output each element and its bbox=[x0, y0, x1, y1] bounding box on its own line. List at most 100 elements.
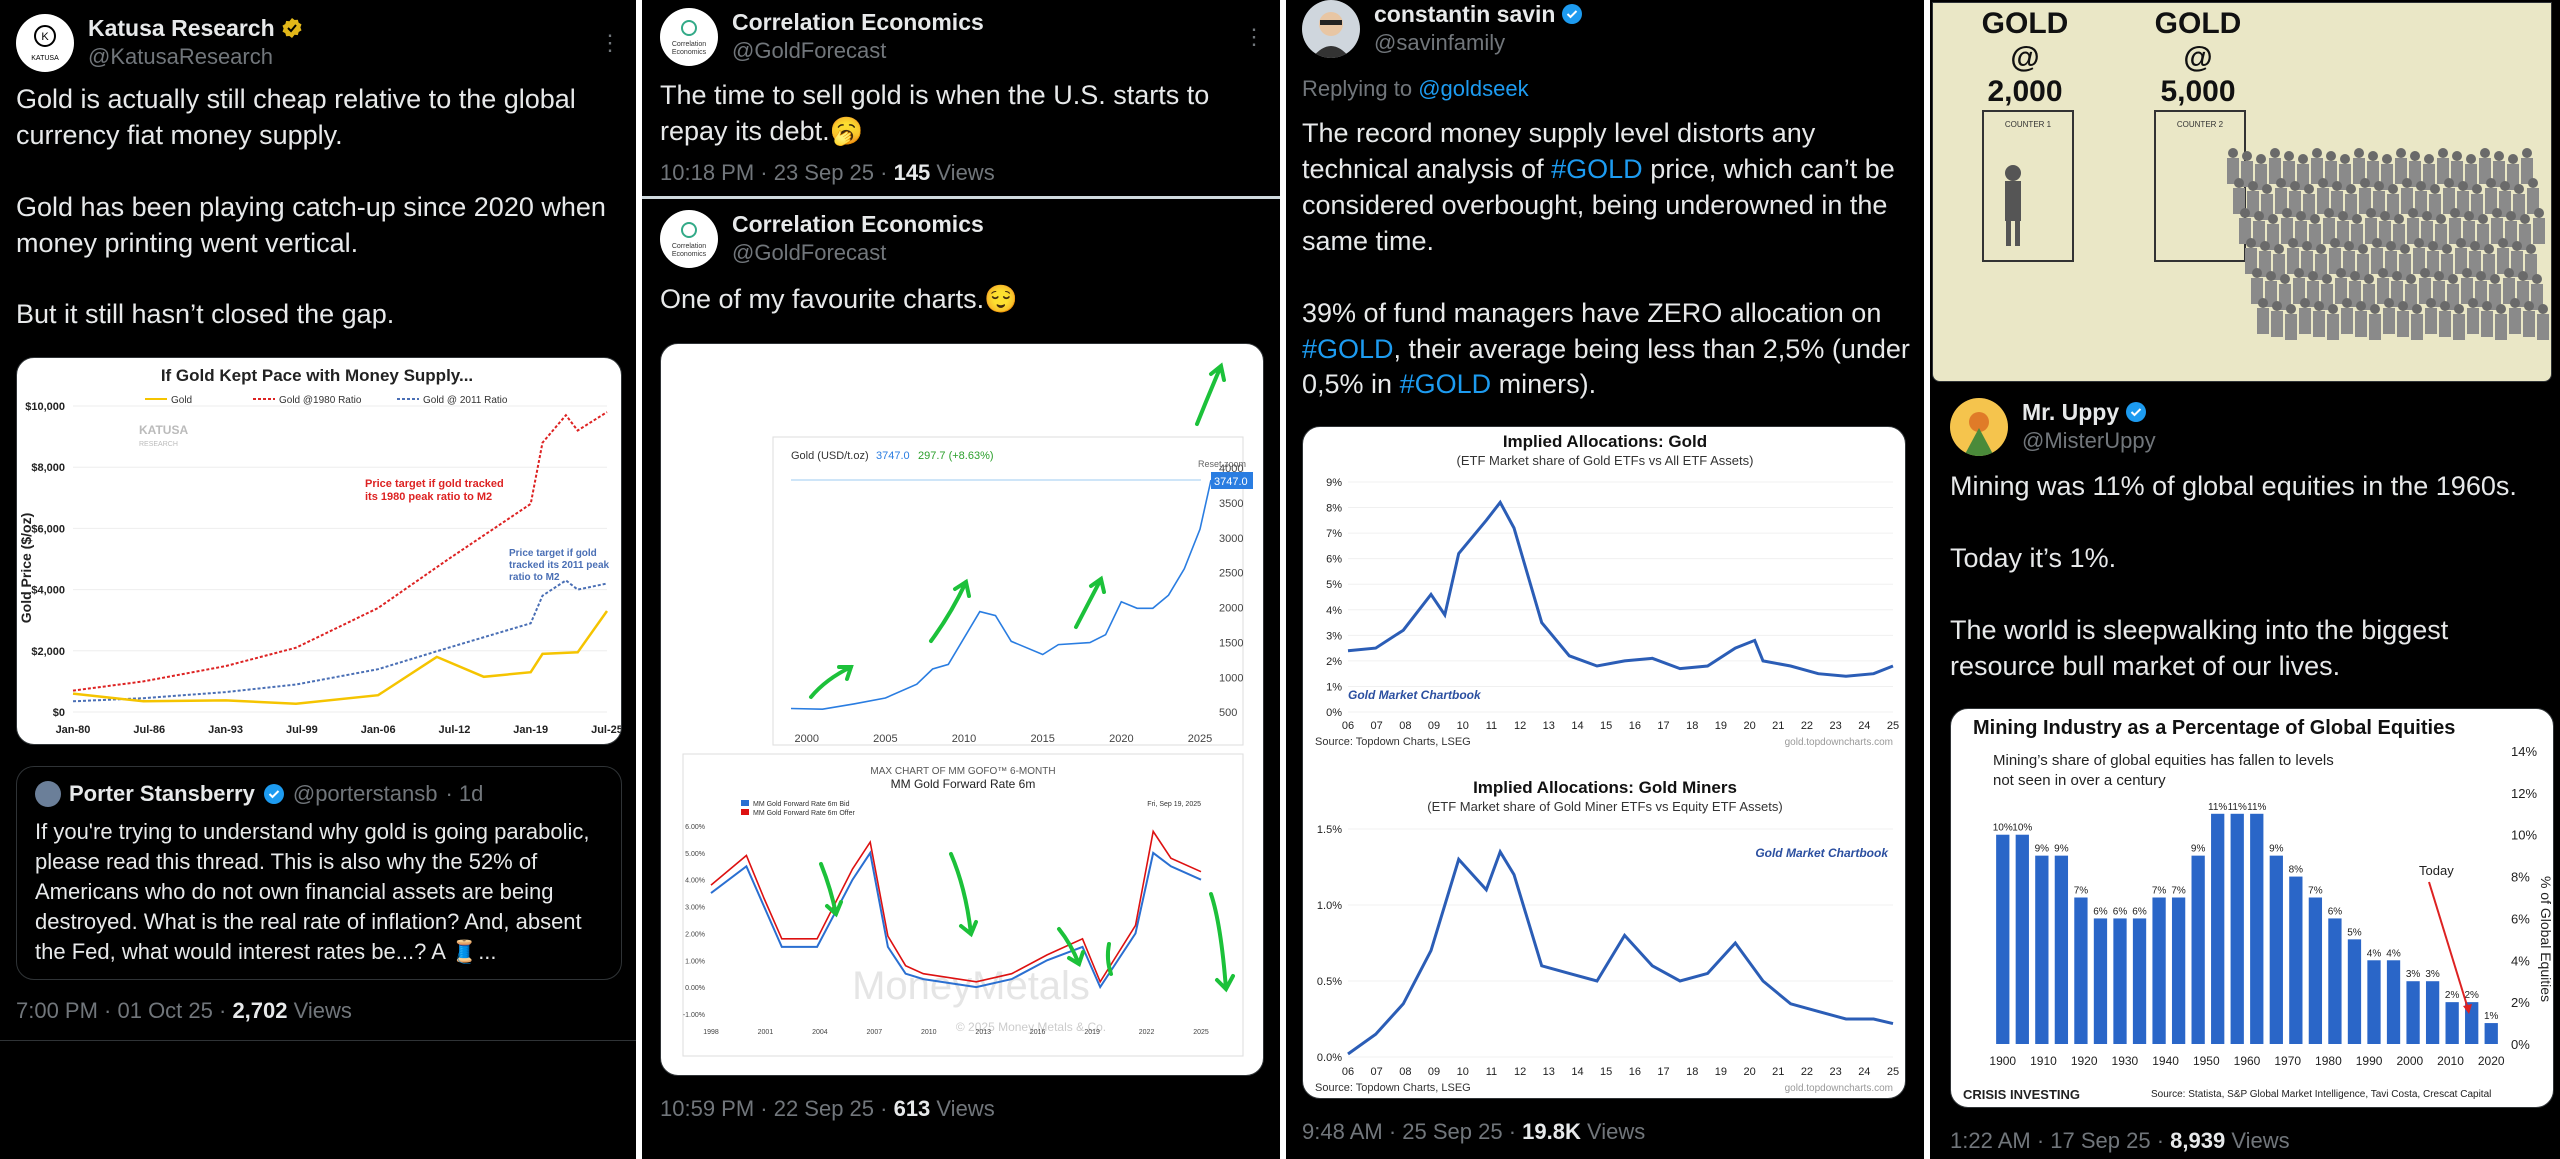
tweet-timestamp[interactable]: 9:48 AM · 25 Sep 25 · bbox=[1302, 1119, 1523, 1144]
quote-author-name[interactable]: Porter Stansberry bbox=[69, 781, 255, 806]
crowd-body bbox=[2427, 251, 2439, 277]
crowd-head bbox=[2396, 148, 2406, 158]
x-tick-label: 16 bbox=[1629, 1066, 1641, 1078]
crowd-body bbox=[2463, 221, 2475, 247]
crowd-body bbox=[2399, 254, 2411, 280]
author-name[interactable]: constantin savin bbox=[1374, 1, 1556, 27]
crowd-head bbox=[2506, 211, 2516, 221]
author-handle[interactable]: @MisterUppy bbox=[2022, 427, 2156, 453]
crowd-head bbox=[2372, 238, 2382, 248]
x-tick-label: 21 bbox=[1772, 1066, 1784, 1078]
x-tick-label: 1910 bbox=[2030, 1054, 2057, 1068]
views-label: Views bbox=[1580, 1119, 1646, 1144]
crowd-head bbox=[2242, 151, 2252, 161]
more-options-icon[interactable]: ⋮ bbox=[1243, 24, 1265, 49]
crowd-body bbox=[2387, 194, 2399, 220]
crowd-body bbox=[2457, 191, 2469, 217]
y-tick-label: 2000 bbox=[1219, 603, 1243, 615]
crowd-body bbox=[2241, 161, 2253, 187]
hashtag-link[interactable]: #GOLD bbox=[1551, 153, 1643, 184]
bar-data-label: 9% bbox=[2269, 844, 2284, 855]
x-tick-label: Jul-25 bbox=[591, 724, 622, 736]
hashtag-link[interactable]: #GOLD bbox=[1399, 369, 1492, 400]
bar bbox=[2425, 981, 2440, 1044]
green-arrows-bottom bbox=[819, 852, 1235, 993]
x-tick-label: 2025 bbox=[1193, 1029, 1209, 1036]
crowd-head bbox=[2496, 304, 2506, 314]
reset-zoom-button[interactable]: Reset zoom bbox=[1198, 459, 1246, 469]
cartoon-right-line3: 5,000 bbox=[2160, 75, 2235, 108]
crowd-head bbox=[2342, 298, 2352, 308]
y-tick-label: 1500 bbox=[1219, 637, 1243, 649]
x-tick-label: 20 bbox=[1743, 1066, 1755, 1078]
tweet-header: K KATUSA Katusa Research @KatusaResearch… bbox=[16, 14, 626, 72]
x-tick-label: Jan-06 bbox=[361, 724, 396, 736]
chart-gold-money-supply[interactable]: If Gold Kept Pace with Money Supply... G… bbox=[16, 357, 622, 745]
quote-author-handle[interactable]: @porterstansb bbox=[292, 781, 438, 806]
column-divider bbox=[1924, 0, 1930, 1159]
quote-avatar[interactable] bbox=[35, 781, 61, 807]
hashtag-link[interactable]: #GOLD bbox=[1302, 333, 1394, 364]
svg-text:K: K bbox=[41, 31, 49, 43]
tweet-timestamp[interactable]: 10:59 PM · 22 Sep 25 · bbox=[660, 1096, 894, 1121]
crowd-body bbox=[2381, 164, 2393, 190]
bar bbox=[2054, 855, 2069, 1044]
x-tick-label: 1960 bbox=[2234, 1054, 2261, 1068]
cartoon-gold-counters[interactable]: GOLD @ 2,000 GOLD @ 5,000 COUNTER 1 COUN… bbox=[1932, 2, 2552, 382]
y-tick-label: 7% bbox=[1326, 528, 1342, 540]
chart-gold-and-gofo[interactable]: Gold (USD/t.oz) 3747.0 297.7 (+8.63%) Re… bbox=[660, 343, 1264, 1076]
crowd-head bbox=[2298, 154, 2308, 164]
y-tick-label: 1.0% bbox=[1317, 900, 1342, 912]
tweet-timestamp[interactable]: 1:22 AM · 17 Sep 25 · bbox=[1950, 1128, 2171, 1153]
avatar[interactable]: K KATUSA bbox=[16, 14, 74, 72]
y-tick-label: 2% bbox=[2511, 995, 2530, 1010]
chart-implied-allocations[interactable]: Implied Allocations: Gold (ETF Market sh… bbox=[1302, 426, 1906, 1099]
crowd-head bbox=[2420, 268, 2430, 278]
text-part: The record money supply level distorts a… bbox=[1302, 118, 1816, 184]
tweet-header: constantin savin @savinfamily bbox=[1302, 0, 1912, 58]
tweet-meta: 1:22 AM · 17 Sep 25 · 8,939 Views bbox=[1950, 1128, 2290, 1154]
y-tick-label: 0.0% bbox=[1317, 1052, 1342, 1064]
bar bbox=[2269, 855, 2283, 1044]
more-options-icon[interactable]: ⋮ bbox=[599, 30, 621, 55]
tweet-timestamp[interactable]: 7:00 PM · 01 Oct 25 · bbox=[16, 998, 233, 1023]
avatar[interactable]: Correlation Economics bbox=[660, 8, 718, 66]
cartoon-right-line1: GOLD bbox=[2155, 7, 2242, 40]
tweet-timestamp[interactable]: 10:18 PM · 23 Sep 25 · bbox=[660, 160, 894, 185]
crowd-body bbox=[2317, 188, 2329, 214]
author-handle[interactable]: @KatusaResearch bbox=[88, 43, 273, 69]
author-handle[interactable]: @GoldForecast bbox=[732, 37, 887, 63]
y-tick-label: 0.00% bbox=[685, 985, 705, 992]
author-name[interactable]: Katusa Research bbox=[88, 15, 275, 41]
chart-svg: If Gold Kept Pace with Money Supply... G… bbox=[18, 366, 622, 736]
crowd-head bbox=[2476, 271, 2486, 281]
x-tick-label: 11 bbox=[1486, 720, 1497, 732]
chart-mining-share[interactable]: Mining Industry as a Percentage of Globa… bbox=[1950, 708, 2554, 1108]
author-handle[interactable]: @GoldForecast bbox=[732, 239, 887, 265]
crowd-body bbox=[2483, 254, 2495, 280]
avatar[interactable]: Correlation Economics bbox=[660, 210, 718, 268]
column-divider bbox=[636, 0, 642, 1159]
quote-tweet[interactable]: Porter Stansberry @porterstansb · 1d If … bbox=[16, 766, 622, 980]
author-name[interactable]: Correlation Economics bbox=[732, 211, 984, 237]
crowd-body bbox=[2435, 224, 2447, 250]
author-name[interactable]: Mr. Uppy bbox=[2022, 399, 2120, 425]
bar bbox=[2328, 918, 2342, 1044]
avatar[interactable] bbox=[1950, 398, 2008, 456]
tweet-text: Mining was 11% of global equities in the… bbox=[1950, 471, 2517, 681]
crowd-body bbox=[2265, 281, 2277, 307]
bar-data-label: 7% bbox=[2171, 886, 2186, 897]
legend-gold-1980: Gold @1980 Ratio bbox=[279, 395, 362, 406]
series-allocation bbox=[1347, 848, 1894, 1056]
watermark-katusa: KATUSA bbox=[139, 423, 188, 437]
crowd-head bbox=[2316, 244, 2326, 254]
crowd-body bbox=[2301, 251, 2313, 277]
author-handle[interactable]: @savinfamily bbox=[1374, 29, 1506, 55]
counter-1-booth bbox=[1982, 110, 2074, 262]
author-name[interactable]: Correlation Economics bbox=[732, 9, 984, 35]
chart-svg: Mining Industry as a Percentage of Globa… bbox=[1963, 717, 2553, 1102]
replying-to-link[interactable]: @goldseek bbox=[1418, 76, 1529, 101]
tweet-text: The record money supply level distorts a… bbox=[1302, 116, 1912, 403]
avatar[interactable] bbox=[1302, 0, 1360, 58]
